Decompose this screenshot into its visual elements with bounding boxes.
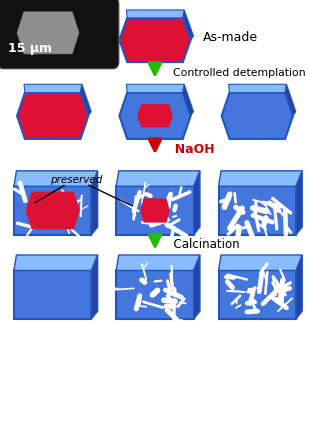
Polygon shape xyxy=(14,271,91,319)
Polygon shape xyxy=(14,255,98,271)
Polygon shape xyxy=(17,93,88,139)
Text: Controlled detemplation: Controlled detemplation xyxy=(166,68,305,78)
Polygon shape xyxy=(126,84,184,93)
Polygon shape xyxy=(116,186,194,235)
Polygon shape xyxy=(17,12,79,54)
Polygon shape xyxy=(116,255,200,271)
Polygon shape xyxy=(219,171,302,186)
Polygon shape xyxy=(116,171,200,186)
Text: NaOH: NaOH xyxy=(166,143,215,155)
Text: As-made: As-made xyxy=(203,32,258,44)
Polygon shape xyxy=(194,255,200,319)
Polygon shape xyxy=(183,84,193,116)
FancyBboxPatch shape xyxy=(0,0,119,69)
Polygon shape xyxy=(194,171,200,235)
Polygon shape xyxy=(219,186,296,235)
Polygon shape xyxy=(219,255,302,271)
Polygon shape xyxy=(222,93,293,139)
Polygon shape xyxy=(183,10,193,40)
Polygon shape xyxy=(119,18,191,62)
Polygon shape xyxy=(91,255,98,319)
Polygon shape xyxy=(81,84,91,116)
Polygon shape xyxy=(229,84,286,93)
Polygon shape xyxy=(219,271,296,319)
Text: Calcination: Calcination xyxy=(166,238,240,250)
Polygon shape xyxy=(116,271,194,319)
Polygon shape xyxy=(14,171,98,186)
Text: 15 μm: 15 μm xyxy=(8,42,52,55)
Polygon shape xyxy=(296,255,302,319)
Polygon shape xyxy=(24,84,82,93)
Polygon shape xyxy=(126,10,184,18)
Text: preserved: preserved xyxy=(50,175,102,185)
Polygon shape xyxy=(285,84,296,116)
Polygon shape xyxy=(140,198,170,223)
Polygon shape xyxy=(14,186,91,235)
Polygon shape xyxy=(119,93,191,139)
Polygon shape xyxy=(296,171,302,235)
Polygon shape xyxy=(137,104,173,127)
Polygon shape xyxy=(26,192,80,229)
Polygon shape xyxy=(91,171,98,235)
